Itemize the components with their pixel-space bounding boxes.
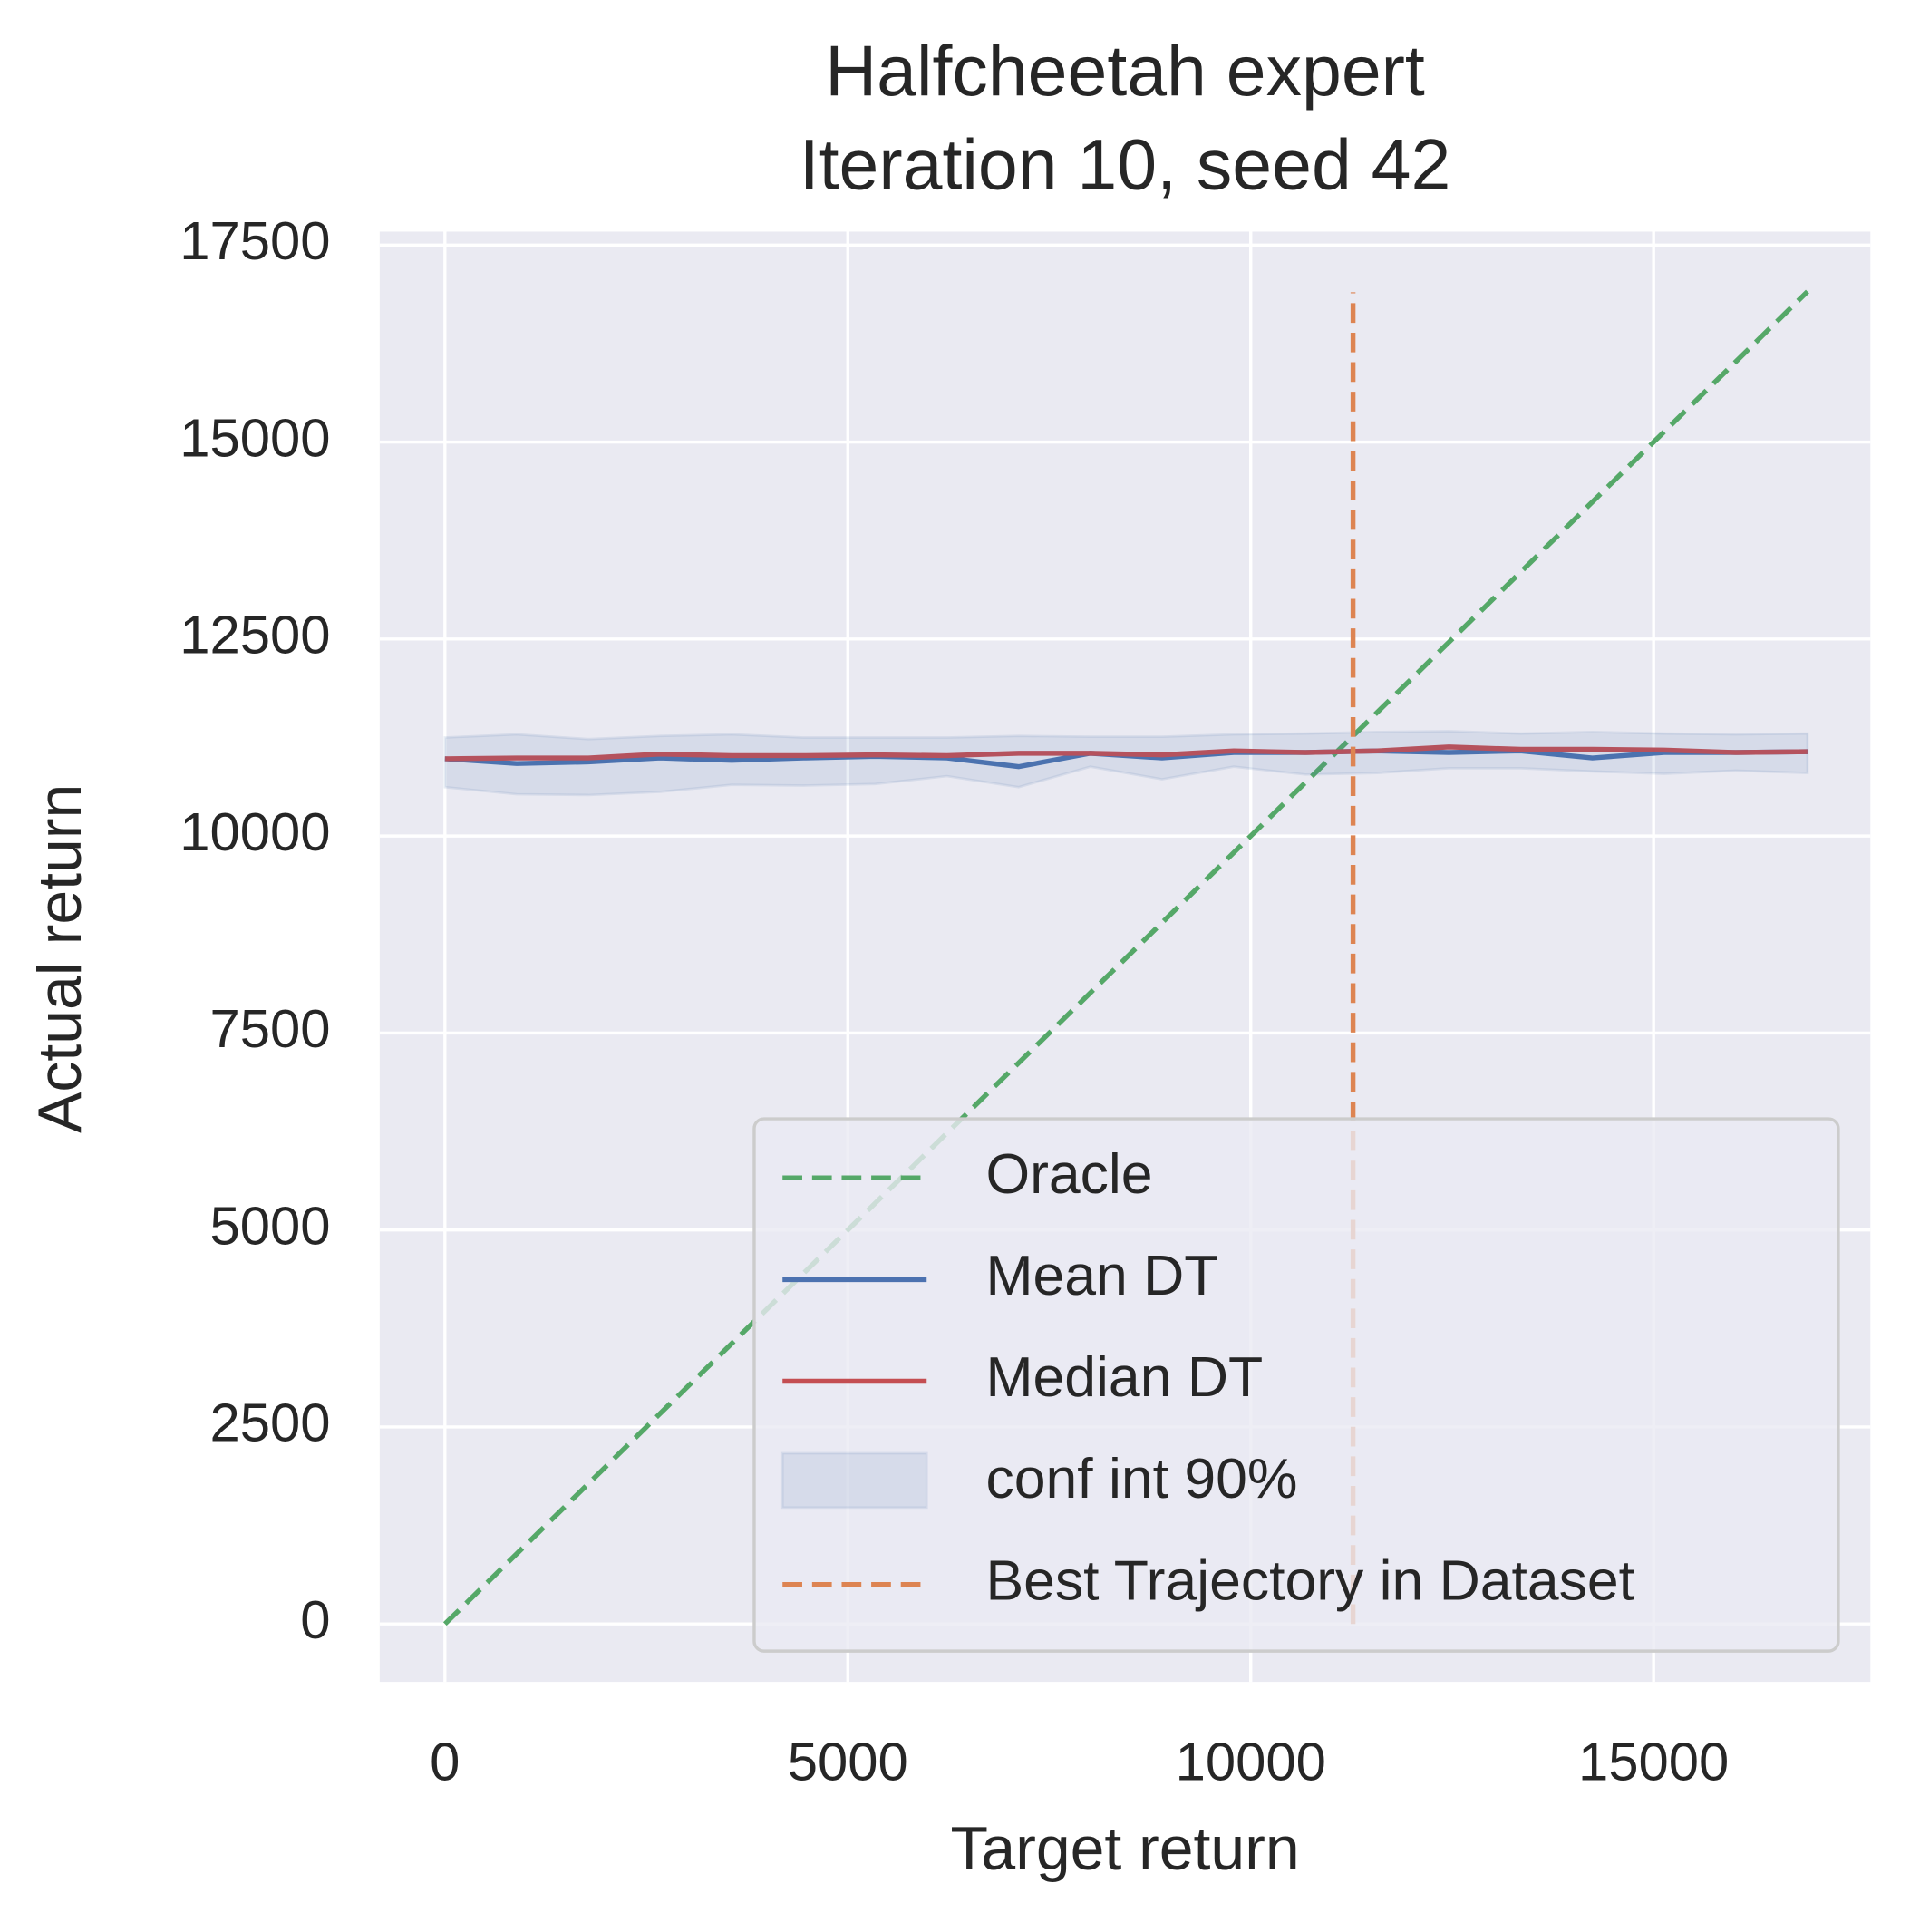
x-tick-label: 15000 [1578,1731,1729,1791]
legend-swatch [780,1451,928,1510]
y-tick-label: 7500 [209,998,330,1059]
y-axis-label: Actual return [25,784,94,1133]
legend-label: Median DT [985,1345,1263,1409]
legend-box [752,1117,1840,1653]
x-tick-label: 10000 [1176,1731,1326,1791]
data-line [444,744,1808,762]
chart-title: Halfcheetah expert [825,31,1425,111]
legend: Oracle Mean DT Median DT conf int 90% Best T… [752,1117,1840,1653]
x-axis-label: Target return [950,1814,1299,1883]
legend-label: Best Trajectory in Dataset [985,1549,1634,1612]
y-tick-label: 17500 [179,210,330,271]
confidence-band [443,730,1809,797]
y-tick-label: 0 [300,1589,330,1650]
legend-label: conf int 90% [985,1447,1297,1510]
legend-label: Oracle [985,1142,1152,1206]
legend-label: Mean DT [985,1244,1218,1307]
y-tick-label: 2500 [209,1393,330,1453]
x-tick-label: 5000 [788,1731,908,1791]
y-tick-label: 10000 [179,801,330,862]
y-tick-label: 15000 [179,407,330,468]
data-line [442,289,1809,1626]
chart-subtitle: Iteration 10, seed 42 [800,124,1451,204]
y-tick-label: 12500 [179,605,330,665]
y-tick-label: 5000 [209,1195,330,1256]
x-tick-label: 0 [430,1731,460,1791]
